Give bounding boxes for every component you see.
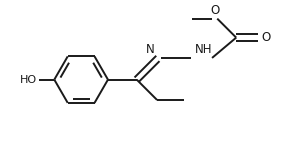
Text: NH: NH	[195, 43, 212, 56]
Text: O: O	[211, 4, 220, 17]
Text: N: N	[146, 43, 155, 56]
Text: HO: HO	[20, 75, 37, 85]
Text: O: O	[261, 31, 271, 44]
